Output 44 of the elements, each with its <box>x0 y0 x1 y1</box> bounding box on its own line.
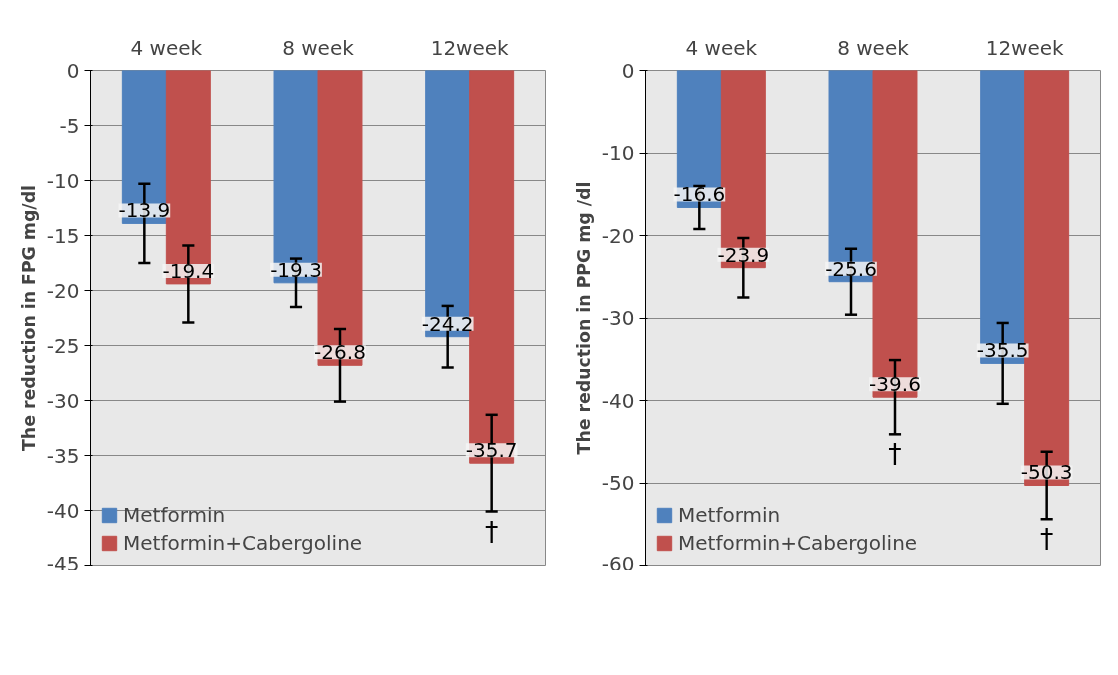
x-tick-label: 8 week <box>837 35 910 60</box>
y-axis-title: The reduction in FPG mg/dl <box>18 185 39 451</box>
y-tick-label: -40 <box>46 498 80 523</box>
y-tick-label: -35 <box>46 443 80 468</box>
y-axis-title: The reduction in PPG mg /dl <box>573 181 594 455</box>
y-tick-label: 0 <box>66 58 80 83</box>
data-label: -23.9 <box>717 242 770 267</box>
data-label: -19.4 <box>162 258 215 283</box>
data-label: -35.7 <box>465 438 518 463</box>
y-tick-label: -20 <box>46 278 80 303</box>
legend-label: Metformin <box>678 503 781 527</box>
y-tick-label: -10 <box>46 168 80 193</box>
data-label: -16.6 <box>673 182 726 207</box>
data-label: -39.6 <box>869 372 921 397</box>
y-tick-label: -30 <box>601 306 635 330</box>
data-label: -13.9 <box>118 198 171 223</box>
y-tick-label: -45 <box>46 551 80 576</box>
data-label: -25.6 <box>825 256 877 281</box>
y-tick-label: -60 <box>601 551 635 576</box>
y-tick-label: 0 <box>621 58 635 83</box>
data-label: -35.5 <box>976 338 1029 363</box>
x-tick-label: 12week <box>985 35 1065 60</box>
legend-label: Metformin+Cabergoline <box>123 531 363 555</box>
legend-label: Metformin <box>123 503 226 527</box>
y-tick-label: -15 <box>46 223 80 248</box>
x-tick-label: 8 week <box>282 35 355 60</box>
annotation: † <box>1039 523 1054 555</box>
annotation: † <box>888 438 902 470</box>
data-label: -24.2 <box>421 311 474 336</box>
y-tick-label: -30 <box>46 388 80 413</box>
x-tick-label: 4 week <box>130 35 203 60</box>
y-tick-label: -25 <box>46 333 80 358</box>
y-tick-label: -50 <box>601 471 635 495</box>
x-tick-label: 4 week <box>685 35 758 60</box>
legend-label: Metformin+Cabergoline <box>678 531 918 555</box>
y-tick-label: -5 <box>59 113 80 138</box>
data-label: -50.3 <box>1020 460 1073 485</box>
y-tick-label: -20 <box>601 223 635 248</box>
y-tick-label: -40 <box>601 388 635 413</box>
data-label: -19.3 <box>270 257 322 282</box>
y-tick-label: -10 <box>601 141 635 165</box>
annotation: † <box>484 515 499 547</box>
x-tick-label: 12week <box>430 35 510 60</box>
data-label: -26.8 <box>314 340 366 365</box>
